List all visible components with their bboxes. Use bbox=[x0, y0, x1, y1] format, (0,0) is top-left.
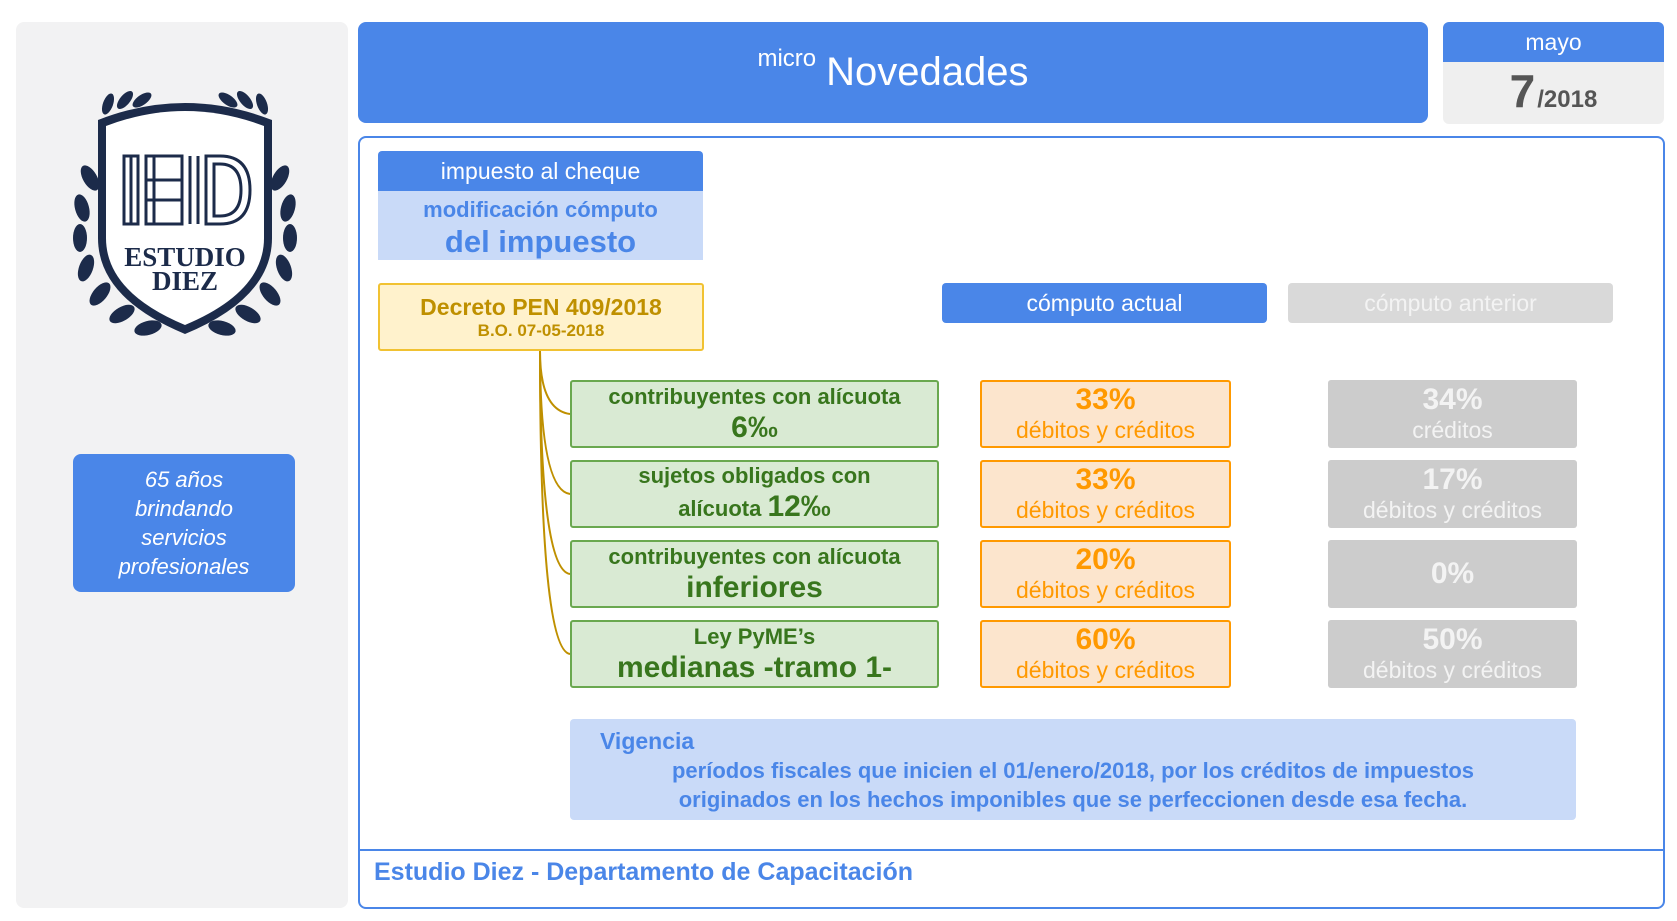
previous-percentage: 34% bbox=[1422, 383, 1483, 416]
current-percentage: 33% bbox=[1075, 463, 1136, 496]
current-description: débitos y créditos bbox=[1016, 497, 1195, 523]
date-day: 7 bbox=[1509, 65, 1536, 117]
current-computation-3: 20% débitos y créditos bbox=[980, 540, 1231, 608]
topic-label: impuesto al cheque bbox=[378, 151, 703, 191]
decree-box: Decreto PEN 409/2018 B.O. 07-05-2018 bbox=[378, 283, 704, 351]
vigencia-body: períodos fiscales que inicien el 01/ener… bbox=[570, 756, 1576, 814]
header-prefix: micro bbox=[757, 44, 817, 72]
current-computation-2: 33% débitos y créditos bbox=[980, 460, 1231, 528]
category-line-1: sujetos obligados con bbox=[638, 463, 871, 488]
current-percentage: 33% bbox=[1075, 383, 1136, 416]
svg-text:ESTUDIO: ESTUDIO bbox=[124, 242, 246, 272]
category-line-1: contribuyentes con alícuota bbox=[608, 544, 901, 569]
tagline-line: brindando bbox=[135, 496, 233, 521]
vigencia-line-2: originados en los hechos imponibles que … bbox=[678, 787, 1468, 812]
previous-description: débitos y créditos bbox=[1363, 657, 1542, 683]
previous-computation-2: 17% débitos y créditos bbox=[1328, 460, 1577, 528]
svg-text:DIEZ: DIEZ bbox=[152, 266, 218, 296]
page-title: Novedades bbox=[826, 50, 1029, 94]
category-line-1: contribuyentes con alícuota bbox=[608, 384, 901, 409]
topic-subtitle: modificación cómputo del impuesto bbox=[378, 191, 703, 260]
category-line-2: alícuota 12‰ bbox=[572, 490, 937, 526]
column-header-actual: cómputo actual bbox=[942, 283, 1267, 323]
column-header-anterior: cómputo anterior bbox=[1288, 283, 1613, 323]
laurel-shield-icon: ESTUDIO DIEZ bbox=[73, 90, 297, 336]
tagline-line: servicios bbox=[141, 525, 227, 550]
category-row-1: contribuyentes con alícuota 6‰ bbox=[570, 380, 939, 448]
vigencia-title: Vigencia bbox=[600, 728, 695, 754]
date-box: 7 /2018 bbox=[1443, 62, 1664, 124]
current-computation-4: 60% débitos y créditos bbox=[980, 620, 1231, 688]
subtitle-line-1: modificación cómputo bbox=[423, 197, 658, 222]
category-row-3: contribuyentes con alícuota inferiores bbox=[570, 540, 939, 608]
previous-percentage: 50% bbox=[1422, 623, 1483, 656]
previous-description: débitos y créditos bbox=[1363, 497, 1542, 523]
previous-computation-4: 50% débitos y créditos bbox=[1328, 620, 1577, 688]
previous-percentage: 0% bbox=[1430, 557, 1475, 590]
date-year: /2018 bbox=[1537, 86, 1598, 113]
current-description: débitos y créditos bbox=[1016, 657, 1195, 683]
estudio-diez-logo: ESTUDIO DIEZ bbox=[70, 88, 300, 348]
decree-date: B.O. 07-05-2018 bbox=[477, 321, 605, 340]
previous-percentage: 17% bbox=[1422, 463, 1483, 496]
current-computation-1: 33% débitos y créditos bbox=[980, 380, 1231, 448]
page-header: micro Novedades bbox=[358, 22, 1428, 123]
previous-description: créditos bbox=[1412, 417, 1493, 443]
category-line-1: Ley PyME’s bbox=[693, 624, 816, 649]
category-rate: 12‰ bbox=[767, 490, 831, 523]
tagline-box: 65 años brindando servicios profesionale… bbox=[73, 454, 295, 592]
current-description: débitos y créditos bbox=[1016, 577, 1195, 603]
current-percentage: 60% bbox=[1075, 623, 1136, 656]
footer-divider bbox=[360, 849, 1663, 851]
category-line-2-text: alícuota bbox=[678, 496, 768, 521]
category-line-2: 6‰ bbox=[731, 411, 778, 444]
category-row-2: sujetos obligados con alícuota 12‰ bbox=[570, 460, 939, 528]
tagline-line: 65 años bbox=[144, 467, 224, 492]
content-panel bbox=[358, 136, 1665, 909]
decree-title: Decreto PEN 409/2018 bbox=[420, 294, 662, 320]
date-month: mayo bbox=[1443, 22, 1664, 62]
vigencia-box: Vigencia períodos fiscales que inicien e… bbox=[570, 719, 1576, 820]
tagline-line: profesionales bbox=[118, 554, 250, 579]
category-line-2: medianas -tramo 1- bbox=[616, 651, 893, 684]
current-description: débitos y créditos bbox=[1016, 417, 1195, 443]
category-line-2: inferiores bbox=[686, 571, 823, 604]
vigencia-line-1: períodos fiscales que inicien el 01/ener… bbox=[671, 758, 1475, 783]
previous-computation-1: 34% créditos bbox=[1328, 380, 1577, 448]
category-row-4: Ley PyME’s medianas -tramo 1- bbox=[570, 620, 939, 688]
footer-text: Estudio Diez - Departamento de Capacitac… bbox=[374, 858, 913, 886]
current-percentage: 20% bbox=[1075, 543, 1136, 576]
subtitle-line-2: del impuesto bbox=[444, 224, 637, 259]
previous-computation-3: 0% bbox=[1328, 540, 1577, 608]
